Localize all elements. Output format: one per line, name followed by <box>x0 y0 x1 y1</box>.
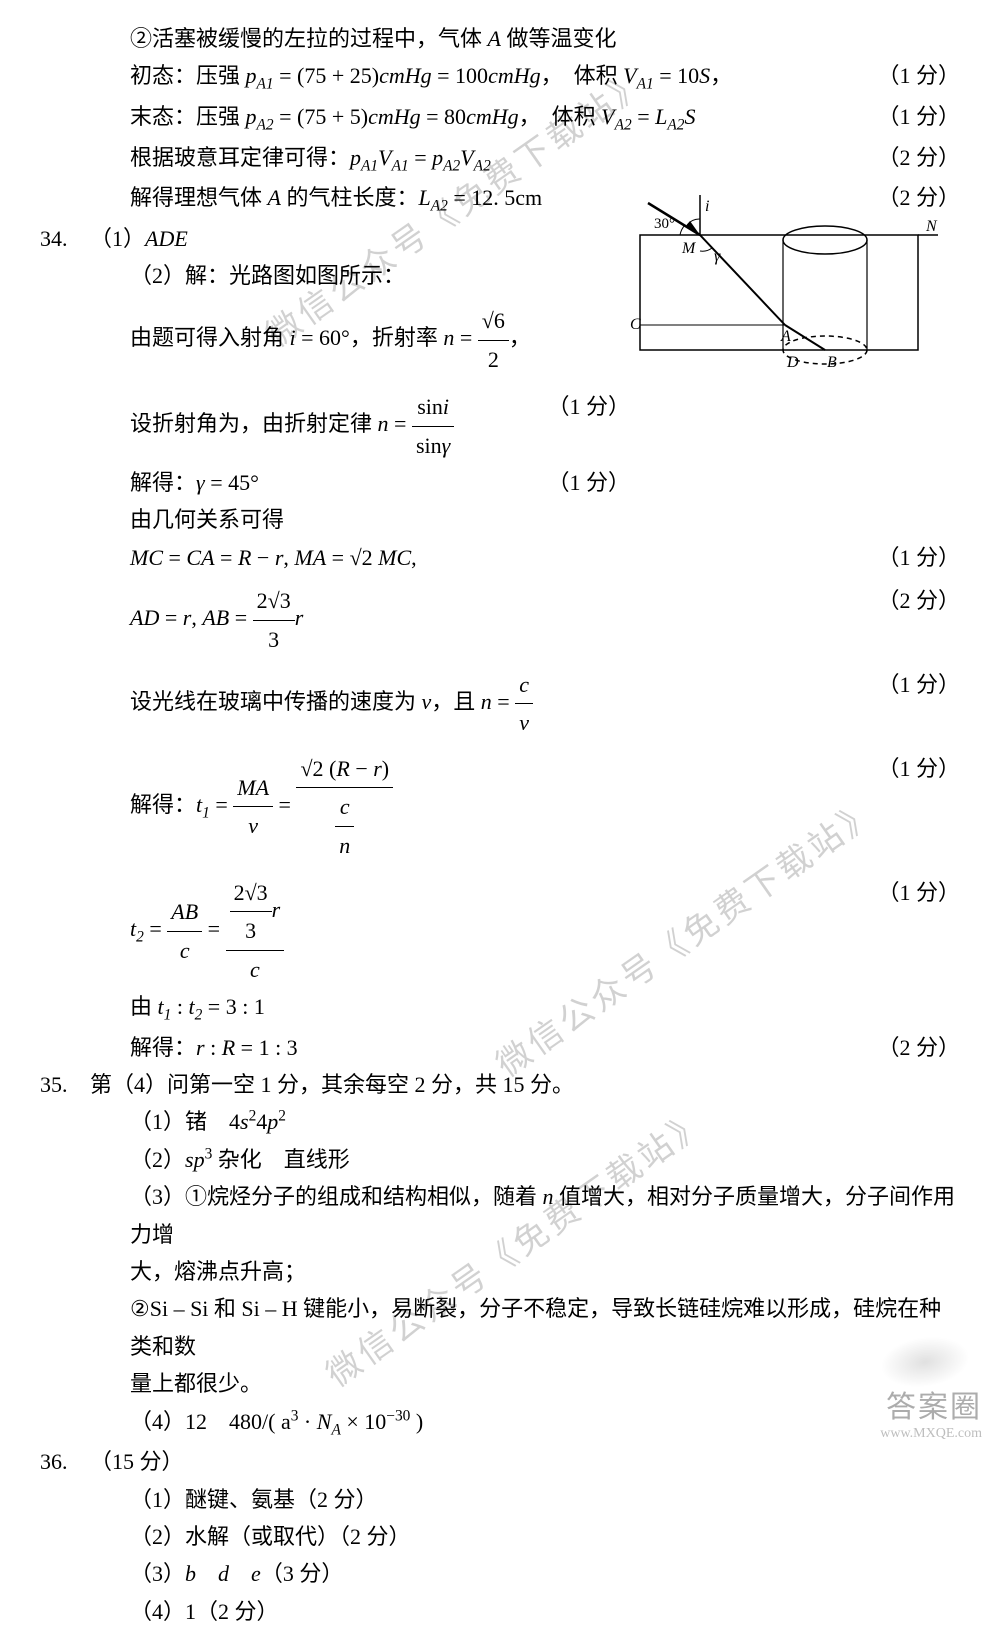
page: 微信公众号《免费下载站》 微信公众号《免费下载站》 微信公众号《免费下载站》 i <box>0 0 1000 1457</box>
qnum-34: 34. <box>40 220 90 257</box>
q35-4: （4）12 480/( a3 · NA × 10−30 ) <box>130 1403 960 1444</box>
svg-text:A: A <box>780 328 791 345</box>
score: （1 分） <box>877 57 960 94</box>
score: （2 分） <box>877 139 960 176</box>
qnum-35: 35. <box>40 1066 90 1103</box>
q36-1: （1）醚键、氨基（2 分） <box>130 1481 960 1518</box>
score: （1 分） <box>877 539 960 576</box>
q36-4: （4）1（2 分） <box>130 1593 960 1630</box>
svg-text:C: C <box>630 316 641 333</box>
q35-3c: ②Si – Si 和 Si – H 键能小，易断裂，分子不稳定，导致长链硅烷难以… <box>130 1290 960 1365</box>
score: （2 分） <box>877 582 960 619</box>
score: （1 分） <box>877 874 960 911</box>
q36-2: （2）水解（或取代）（2 分） <box>130 1518 960 1555</box>
logo: 答案圈 www.MXQE.com <box>880 1390 982 1443</box>
q34-2h: 设光线在玻璃中传播的速度为 v，且 n = cv （1 分） <box>130 666 960 742</box>
qnum-36: 36. <box>40 1443 90 1480</box>
logo-site: www.MXQE.com <box>880 1426 982 1443</box>
score: （1 分） <box>877 750 960 787</box>
line-33-final: 末态：压强 pA2 = (75 + 5)cmHg = 80cmHg， 体积 VA… <box>130 98 960 139</box>
line-33-initial: 初态：压强 pA1 = (75 + 25)cmHg = 100cmHg， 体积 … <box>130 57 960 98</box>
line-33-2: ②活塞被缓慢的左拉的过程中，气体 A 做等温变化 <box>130 20 960 57</box>
q34-2d: 解得：γ = 45° （1 分） <box>130 464 960 501</box>
q34-2c: 设折射角为，由折射定律 n = sinisinγ （1 分） <box>130 388 960 464</box>
svg-text:D: D <box>786 354 799 371</box>
svg-text:30°: 30° <box>654 216 675 232</box>
svg-text:i: i <box>705 198 709 215</box>
q34-2i: 解得：t1 = MAv = √2 (R − r) cn （1 分） <box>130 750 960 864</box>
optics-diagram: i 30° M γ C A D B N <box>630 195 940 375</box>
q35-2: （2）sp3 杂化 直线形 <box>130 1141 960 1178</box>
q35-1: （1）锗 4s24p2 <box>130 1103 960 1140</box>
q35-head: 35.第（4）问第一空 1 分，其余每空 2 分，共 15 分。 <box>40 1066 960 1103</box>
q34-2e: 由几何关系可得 <box>130 501 960 538</box>
score: （1 分） <box>877 98 960 135</box>
q34-2l: 解得：r : R = 1 : 3 （2 分） <box>130 1029 960 1066</box>
q35-3a: （3）①烷烃分子的组成和结构相似，随着 n 值增大，相对分子质量增大，分子间作用… <box>130 1178 960 1253</box>
svg-text:B: B <box>827 354 837 371</box>
q36-3: （3）b d e（3 分） <box>130 1555 960 1592</box>
q35-3d: 量上都很少。 <box>130 1365 960 1402</box>
q34-2f: MC = CA = R − r, MA = √2 MC, （1 分） <box>130 539 960 576</box>
svg-text:N: N <box>925 218 938 235</box>
q36-head: 36.（15 分） <box>40 1443 960 1480</box>
score: （2 分） <box>877 1029 960 1066</box>
q35-3b: 大，熔沸点升高； <box>130 1253 960 1290</box>
q34-2g: AD = r, AB = 2√33r （2 分） <box>130 582 960 658</box>
score: （1 分） <box>547 388 630 425</box>
q34-2k: 由 t1 : t2 = 3 : 1 <box>130 988 960 1029</box>
svg-text:γ: γ <box>714 248 721 265</box>
logo-main: 答案圈 <box>880 1390 982 1426</box>
line-33-boyle: 根据玻意耳定律可得：pA1VA1 = pA2VA2 （2 分） <box>130 139 960 180</box>
score: （1 分） <box>877 666 960 703</box>
score: （1 分） <box>547 464 630 501</box>
svg-text:M: M <box>681 240 697 257</box>
q34-2j: t2 = ABc = 2√33r c （1 分） <box>130 874 960 988</box>
